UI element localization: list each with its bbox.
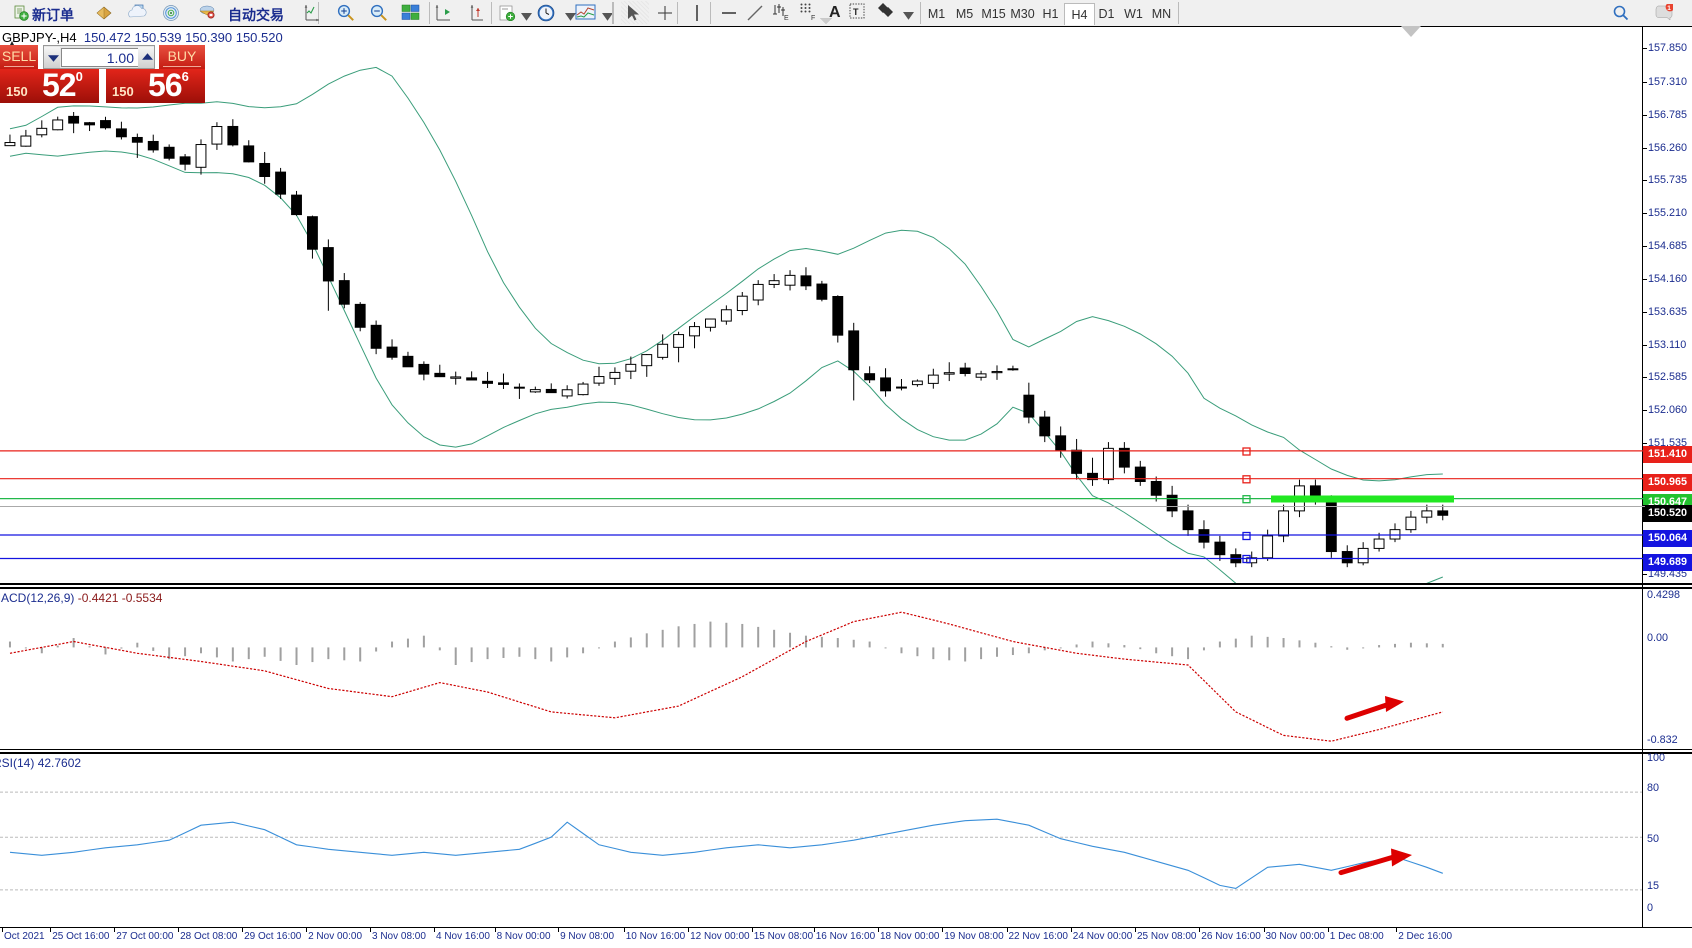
svg-text:E: E [784,15,789,21]
svg-text:F: F [811,15,815,21]
svg-text:1: 1 [1667,5,1671,12]
svg-text:T: T [853,7,859,17]
